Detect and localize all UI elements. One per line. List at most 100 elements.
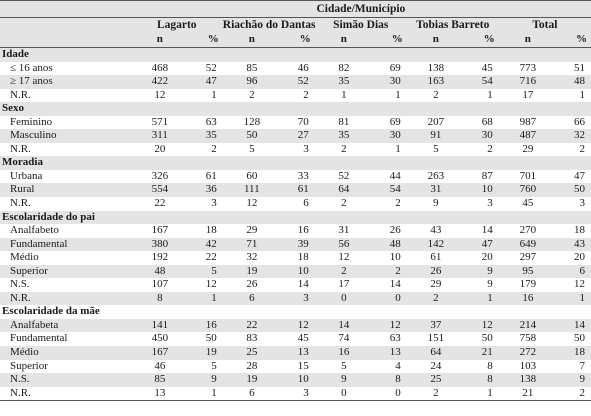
section-title: Escolaridade da mãe [2, 305, 100, 318]
table-row: Médio 192 22 32 18 12 10 61 20 297 20 [0, 251, 591, 265]
count-cell: 2 [341, 142, 347, 155]
percent-cell: 4 [395, 359, 401, 372]
percent-cell: 13 [372, 346, 407, 360]
count-cell: 2 [341, 197, 347, 210]
count-cell: 25 [222, 346, 281, 360]
percent-cell: 30 [464, 129, 499, 143]
count-cell: 103 [519, 359, 537, 372]
table-row: Analfabeta 141 16 22 12 14 12 37 12 214 14 [0, 318, 591, 333]
count-cell: 16 [498, 291, 557, 306]
percent-cell: 21 [464, 346, 499, 360]
count-cell: 81 [338, 115, 350, 128]
count-cell: 272 [498, 346, 557, 360]
percent-cell: 47 [464, 237, 499, 252]
table-row: Fundamental 380 42 71 39 56 48 142 47 649 43 [0, 237, 591, 252]
table-row: Feminino 571 63 128 70 81 69 207 68 987 66 [0, 116, 591, 130]
percent-cell: 0 [372, 291, 407, 306]
percent-cell: 0 [372, 386, 407, 402]
percent-cell: 18 [205, 224, 217, 237]
percent-cell: 9 [464, 264, 499, 279]
n-header: n [222, 33, 281, 48]
count-cell: 13 [130, 386, 189, 402]
table-row: ≤ 16 anos 468 52 85 46 82 69 138 45 773 51 [0, 62, 591, 76]
row-label: Médio [0, 346, 131, 360]
percent-cell: 61 [205, 169, 217, 182]
count-cell: 32 [246, 251, 258, 264]
percent-cell: 1 [464, 291, 499, 306]
count-cell: 554 [130, 183, 189, 198]
count-cell: 22 [222, 318, 281, 333]
count-cell: 12 [246, 197, 258, 210]
percent-cell: 16 [297, 224, 309, 237]
count-cell: 6 [222, 386, 281, 402]
count-cell: 0 [314, 386, 373, 402]
count-cell: 2 [314, 264, 373, 279]
percent-cell: 12 [372, 318, 407, 333]
count-cell: 138 [427, 61, 445, 74]
table-row: Superior 48 5 19 10 2 2 26 9 95 6 [0, 264, 591, 279]
count-cell: 83 [246, 332, 258, 345]
count-cell: 35 [314, 129, 373, 143]
table-row: Fundamental 450 50 83 45 74 63 151 50 758 50 [0, 332, 591, 346]
table-row: Urbana 326 61 60 33 52 44 263 87 701 47 [0, 170, 591, 184]
count-cell: 29 [430, 278, 442, 291]
percent-cell: 10 [464, 183, 499, 198]
percent-cell: 14 [556, 318, 591, 333]
percent-cell: 9 [556, 373, 591, 387]
count-cell: 701 [519, 169, 537, 182]
percent-cell: 54 [464, 75, 499, 89]
count-cell: 35 [314, 75, 373, 89]
percent-cell: 3 [579, 197, 586, 210]
percent-cell: 30 [372, 75, 407, 89]
row-label: N.S. [10, 278, 30, 291]
percent-cell: 18 [297, 251, 309, 264]
n-header: n [130, 33, 189, 48]
count-cell: 2 [406, 291, 465, 306]
percent-cell: 6 [303, 197, 309, 210]
percent-cell: 1 [188, 386, 223, 402]
count-cell: 16 [314, 346, 373, 360]
count-cell: 91 [406, 129, 465, 143]
percent-cell: 63 [389, 332, 401, 345]
table-row: N.R. 22 3 12 6 2 2 9 3 45 3 [0, 197, 591, 211]
percent-cell: 47 [574, 169, 585, 182]
section-header-row: Idade [0, 47, 591, 62]
section-title: Moradia [0, 156, 591, 170]
count-cell: 20 [154, 142, 166, 155]
count-cell: 29 [246, 224, 258, 237]
n-header: n [406, 33, 465, 48]
percent-cell: 8 [372, 373, 407, 387]
percent-cell: 14 [481, 224, 493, 237]
count-cell: 19 [222, 373, 281, 387]
percent-cell: 54 [372, 183, 407, 198]
count-cell: 263 [427, 169, 445, 182]
percent-cell: 2 [556, 386, 591, 402]
percent-cell: 26 [389, 224, 401, 237]
table-row: ≥ 17 anos 422 47 96 52 35 30 163 54 716 48 [0, 75, 591, 89]
table-row: Rural 554 36 111 61 64 54 31 10 760 50 [0, 183, 591, 198]
percent-cell: 18 [556, 346, 591, 360]
count-cell: 2 [406, 386, 465, 402]
n-header: n [498, 33, 557, 48]
count-cell: 107 [151, 278, 169, 291]
percent-cell: 22 [205, 251, 217, 264]
count-cell: 5 [249, 142, 255, 155]
count-cell: 297 [519, 251, 537, 264]
count-cell: 270 [519, 224, 537, 237]
row-label: Fundamental [0, 237, 131, 252]
section-header-row: Escolaridade da mãe [0, 305, 591, 319]
percent-cell: 8 [487, 359, 493, 372]
table-row: N.S. 85 9 19 10 9 8 25 8 138 9 [0, 373, 591, 387]
count-cell: 14 [314, 318, 373, 333]
count-cell: 422 [130, 75, 189, 89]
count-cell: 74 [338, 332, 350, 345]
table-row: Médio 167 19 25 13 16 13 64 21 272 18 [0, 346, 591, 360]
percent-cell: 10 [280, 264, 315, 279]
count-cell: 50 [222, 129, 281, 143]
table-row: Masculino 311 35 50 27 35 30 91 30 487 32 [0, 129, 591, 143]
percent-cell: 3 [280, 386, 315, 402]
percent-cell: 5 [211, 359, 217, 372]
count-cell: 45 [522, 197, 534, 210]
count-cell: 138 [498, 373, 557, 387]
